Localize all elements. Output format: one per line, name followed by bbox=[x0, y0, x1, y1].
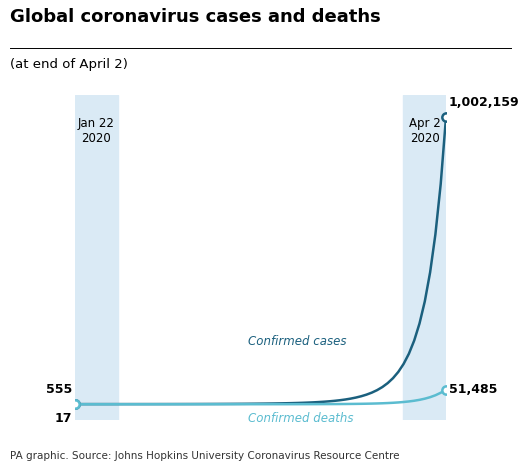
Text: 51,485: 51,485 bbox=[449, 383, 497, 396]
Text: 1,002,159: 1,002,159 bbox=[449, 96, 519, 109]
Bar bbox=[403, 95, 446, 420]
Bar bbox=[75, 95, 118, 420]
Text: PA graphic. Source: Johns Hopkins University Coronavirus Resource Centre: PA graphic. Source: Johns Hopkins Univer… bbox=[10, 451, 400, 461]
Text: Global coronavirus cases and deaths: Global coronavirus cases and deaths bbox=[10, 8, 381, 26]
Text: Jan 22
2020: Jan 22 2020 bbox=[78, 117, 115, 145]
Text: 17: 17 bbox=[55, 412, 72, 425]
Text: (at end of April 2): (at end of April 2) bbox=[10, 58, 128, 71]
Text: Confirmed cases: Confirmed cases bbox=[248, 335, 346, 348]
Text: Confirmed deaths: Confirmed deaths bbox=[248, 412, 354, 425]
Text: Apr 2
2020: Apr 2 2020 bbox=[409, 117, 441, 145]
Text: 555: 555 bbox=[46, 383, 72, 396]
